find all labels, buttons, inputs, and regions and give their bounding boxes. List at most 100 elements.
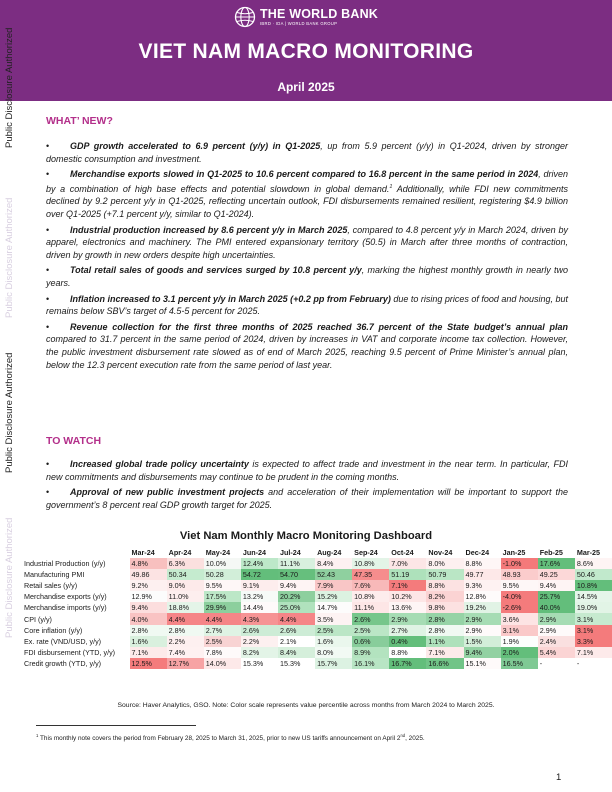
month-header: Dec-24 xyxy=(465,547,490,557)
month-header: Apr-24 xyxy=(168,547,192,557)
table-cell: 3.3% xyxy=(574,635,612,647)
table-cell: 9.2% xyxy=(129,580,167,592)
table-cell: 7.4% xyxy=(166,646,204,658)
table-cell: 4.4% xyxy=(203,613,241,625)
table-row: CPI (y/y) 4.0% 4.4% 4.4% 4.3% 4.4% 3.5% 2.6% 2.9… xyxy=(22,613,612,625)
table-cell: 11.1% xyxy=(277,558,316,570)
table-cell: 10.2% xyxy=(389,591,427,603)
table-cell: 2.1% xyxy=(277,635,316,647)
table-cell: 13.2% xyxy=(240,591,278,603)
table-cell: 48.93 xyxy=(500,569,538,581)
table-cell: 3.1% xyxy=(574,624,612,636)
table-cell: 2.8% xyxy=(426,613,464,625)
table-cell: 8.6% xyxy=(574,558,612,570)
table-cell: 9.8% xyxy=(426,602,464,614)
table-cell: 3.1% xyxy=(574,613,612,625)
table-cell: 15.2% xyxy=(315,591,353,603)
side-label-disclosure-2: Public Disclosure Authorized xyxy=(4,352,15,473)
table-cell: 7.6% xyxy=(352,580,390,592)
table-cell: 25.0% xyxy=(277,602,316,614)
table-cell: 15.1% xyxy=(463,657,501,669)
month-header: Oct-24 xyxy=(391,547,414,557)
table-cell: 4.4% xyxy=(277,613,316,625)
table-cell: 3.5% xyxy=(315,613,353,625)
table-cell: 16.6% xyxy=(426,657,464,669)
table-cell: 8.0% xyxy=(315,646,353,658)
table-cell: 6.3% xyxy=(166,558,204,570)
table-cell: 2.8% xyxy=(166,624,204,636)
table-cell: 14.4% xyxy=(240,602,278,614)
table-cell: 2.8% xyxy=(426,624,464,636)
table-cell: 4.3% xyxy=(240,613,278,625)
table-cell: 9.5% xyxy=(500,580,538,592)
header-banner: THE WORLD BANK IBRD · IDA | WORLD BANK G… xyxy=(0,0,612,101)
table-cell: 47.35 xyxy=(352,569,390,581)
dashboard-title: Viet Nam Monthly Macro Monitoring Dashbo… xyxy=(179,530,433,542)
side-label-disclosure: Public Disclosure Authorized xyxy=(4,27,15,148)
table-cell: 9.4% xyxy=(537,580,575,592)
row-label: Credit growth (YTD, y/y) xyxy=(24,658,102,668)
table-cell: 40.0% xyxy=(537,602,575,614)
bullet-gdp: • GDP growth accelerated to 6.9 percent (… xyxy=(46,141,569,164)
row-label: Retail sales (y/y) xyxy=(24,581,78,591)
row-label: Ex. rate (VND/USD, y/y) xyxy=(24,636,102,646)
table-row: Manufacturing PMI 49.86 50.34 50.28 54.72 54.… xyxy=(22,569,612,581)
table-cell: 12.5% xyxy=(129,657,167,669)
table-cell: 54.72 xyxy=(240,569,278,581)
table-cell: 3.1% xyxy=(500,624,538,636)
table-row: FDI disbursement (YTD, y/y) 7.1% 7.4% 7.8% 8… xyxy=(22,646,612,658)
table-cell: 50.46 xyxy=(574,569,612,581)
footnote: 1 This monthly note covers the period fr… xyxy=(36,733,425,743)
table-cell: 16.7% xyxy=(389,657,427,669)
table-cell: 4.8% xyxy=(129,558,167,570)
month-header: Nov-24 xyxy=(428,547,453,557)
table-cell: 51.19 xyxy=(389,569,427,581)
table-cell: 12.4% xyxy=(240,558,278,570)
table-cell: 9.5% xyxy=(203,580,241,592)
month-header: Sep-24 xyxy=(354,547,378,557)
table-cell: 2.7% xyxy=(389,624,427,636)
table-cell: 4.4% xyxy=(166,613,204,625)
table-cell: 11.1% xyxy=(352,602,390,614)
table-cell: 1.1% xyxy=(426,635,464,647)
table-cell: 9.4% xyxy=(129,602,167,614)
table-cell: 7.0% xyxy=(389,558,427,570)
table-cell: 7.1% xyxy=(574,646,612,658)
table-cell: 2.9% xyxy=(389,613,427,625)
month-header: Mar-25 xyxy=(576,547,600,557)
row-label: Manufacturing PMI xyxy=(24,570,85,580)
row-label: Merchandise imports (y/y) xyxy=(24,603,107,613)
table-cell: 9.3% xyxy=(463,580,501,592)
bullet-trade-uncertainty: • Increased global trade policy uncertain… xyxy=(46,459,569,482)
month-header: Aug-24 xyxy=(317,547,342,557)
table-cell: 1.6% xyxy=(315,635,353,647)
dashboard-table: Mar-24 Apr-24 May-24 Jun-24 Jul-24 Aug-24 Sep-… xyxy=(22,546,612,669)
table-cell: 19.2% xyxy=(463,602,501,614)
globe-icon xyxy=(234,6,256,28)
table-cell: 2.8% xyxy=(129,624,167,636)
table-cell: 9.4% xyxy=(277,580,316,592)
table-cell: 7.1% xyxy=(129,646,167,658)
table-cell: 2.4% xyxy=(537,635,575,647)
table-cell: 2.6% xyxy=(277,624,316,636)
table-cell: 0.4% xyxy=(389,635,427,647)
table-cell: 7.1% xyxy=(389,580,427,592)
table-row: Core inflation (y/y) 2.8% 2.8% 2.7% 2.6% 2.6%… xyxy=(22,624,612,636)
table-cell: 54.70 xyxy=(277,569,316,581)
bullet-revenue: • Revenue collection for the first three … xyxy=(46,321,568,370)
table-row: Merchandise imports (y/y) 9.4% 18.8% 29.9% 1… xyxy=(22,602,612,614)
table-cell: 0.6% xyxy=(352,635,390,647)
table-cell: 13.6% xyxy=(389,602,427,614)
table-cell: 9.1% xyxy=(240,580,278,592)
table-cell: 1.5% xyxy=(463,635,501,647)
table-cell: 17.5% xyxy=(203,591,241,603)
table-cell: 8.2% xyxy=(240,646,278,658)
table-cell: 8.0% xyxy=(426,558,464,570)
table-cell: 10.0% xyxy=(203,558,241,570)
table-cell: 7.9% xyxy=(315,580,353,592)
report-date: April 2025 xyxy=(277,80,335,94)
table-cell: 49.77 xyxy=(463,569,501,581)
table-cell: - xyxy=(574,657,612,669)
table-cell: 11.0% xyxy=(166,591,204,603)
page-title: VIET NAM MACRO MONITORING xyxy=(138,40,474,63)
